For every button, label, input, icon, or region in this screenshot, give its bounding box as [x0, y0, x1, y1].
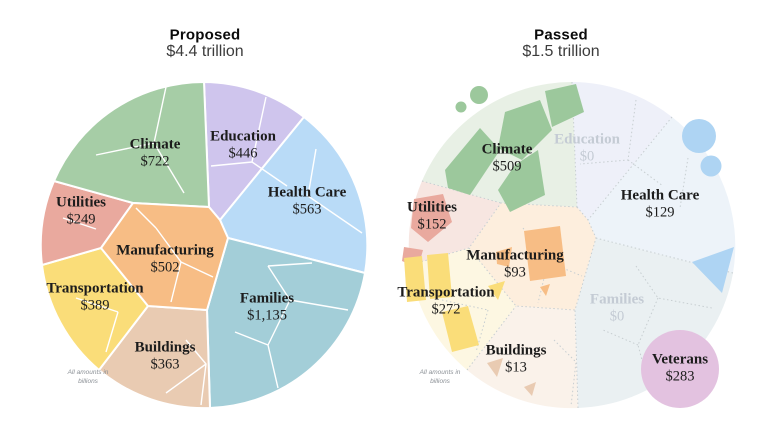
passed-education-label: Education $0 [554, 130, 620, 165]
proposed-manufacturing-label: Manufacturing $502 [116, 241, 214, 276]
proposed-climate-label: Climate $722 [130, 135, 181, 170]
segment-value: $509 [492, 158, 522, 175]
passed-climate-label: Climate $509 [482, 140, 533, 175]
segment-name: Transportation [46, 280, 144, 297]
passed-manufacturing-mark [496, 247, 512, 267]
passed-families-segment[interactable] [575, 238, 733, 408]
segment-name: Education [554, 131, 620, 148]
segment-name: Manufacturing [116, 242, 214, 259]
segment-name: Utilities [407, 199, 457, 216]
passed-utilities-label: Utilities $152 [407, 198, 457, 233]
footnote: All amounts in billions [419, 369, 461, 385]
segment-value: $0 [579, 148, 595, 165]
passed-utilities-mark [411, 194, 452, 242]
passed-buildings-segment[interactable] [467, 306, 578, 409]
segment-value: $272 [431, 301, 461, 318]
passed-families-label: Families $0 [590, 290, 644, 325]
proposed-health-care-label: Health Care $563 [268, 183, 346, 218]
passed-manufacturing-mark [524, 226, 566, 281]
segment-name: Buildings [134, 339, 196, 356]
passed-buildings-mark [524, 382, 536, 396]
passed-manufacturing-label: Manufacturing $93 [466, 246, 564, 281]
footnote: All amounts in billions [67, 369, 109, 385]
proposed-health-care-segment[interactable] [219, 116, 369, 274]
passed-title: Passed [534, 26, 588, 44]
passed-climate-bubble [470, 86, 488, 104]
passed-subtitle: $1.5 trillion [522, 43, 600, 60]
segment-name: Climate [129, 136, 181, 153]
proposed-cell-lines [62, 86, 363, 406]
passed-health-care-mark [692, 247, 734, 293]
proposed-chart [39, 81, 369, 410]
proposed-climate-segment[interactable] [53, 81, 210, 208]
passed-climate-bubble [455, 101, 467, 113]
passed-veterans-segment[interactable] [641, 330, 719, 408]
passed-buildings-mark [487, 358, 503, 377]
passed-buildings-label: Buildings $13 [486, 341, 547, 376]
segment-name: Health Care [620, 187, 700, 204]
segment-name: Transportation [397, 284, 495, 301]
proposed-education-label: Education $446 [210, 127, 276, 162]
passed-climate-mark [545, 84, 584, 127]
passed-education-segment[interactable] [572, 82, 672, 220]
proposed-manufacturing-segment[interactable] [100, 202, 229, 311]
segment-value: $13 [505, 359, 527, 376]
segment-name: Buildings [485, 342, 547, 359]
passed-climate-mark [498, 100, 552, 160]
segment-name: Health Care [267, 184, 347, 201]
segment-value: $502 [150, 259, 180, 276]
passed-manufacturing-mark [540, 284, 550, 296]
passed-transportation-label: Transportation $272 [397, 283, 494, 318]
passed-solid-marks [402, 84, 734, 408]
segment-value: $363 [150, 356, 180, 373]
passed-transportation-mark [404, 256, 426, 302]
segment-value: $129 [645, 204, 675, 221]
passed-health-care-label: Health Care $129 [621, 186, 699, 221]
segment-name: Families [239, 290, 295, 307]
segment-name: Manufacturing [466, 247, 564, 264]
passed-health-care-bubble [700, 155, 722, 177]
proposed-buildings-label: Buildings $363 [135, 338, 196, 373]
passed-veterans-label: Veterans $283 [652, 350, 708, 385]
segment-name: Climate [481, 141, 533, 158]
segment-value: $249 [66, 211, 96, 228]
segment-value: $283 [665, 368, 695, 385]
segment-value: $93 [504, 264, 526, 281]
segment-value: $446 [228, 145, 258, 162]
passed-transportation-mark [442, 306, 479, 352]
segment-name: Education [210, 128, 276, 145]
segment-name: Families [589, 291, 645, 308]
segment-value: $0 [609, 308, 625, 325]
proposed-subtitle: $4.4 trillion [166, 43, 244, 60]
passed-transportation-mark [488, 281, 505, 300]
proposed-title: Proposed [169, 26, 241, 44]
proposed-transportation-label: Transportation $389 [46, 279, 143, 314]
passed-health-care-bubble [682, 119, 716, 153]
segment-value: $563 [292, 201, 322, 218]
proposed-families-segment[interactable] [206, 237, 366, 409]
passed-climate-mark [498, 150, 545, 212]
segment-value: $1,135 [247, 307, 287, 324]
segment-value: $722 [140, 153, 170, 170]
passed-transportation-mark [427, 253, 452, 299]
segment-value: $152 [417, 216, 447, 233]
segment-name: Utilities [56, 194, 106, 211]
segment-name: Veterans [651, 351, 709, 368]
passed-health-care-segment[interactable] [588, 117, 736, 273]
segment-value: $389 [80, 297, 110, 314]
proposed-utilities-label: Utilities $249 [56, 193, 106, 228]
proposed-families-label: Families $1,135 [240, 289, 294, 324]
passed-climate-mark [445, 128, 500, 195]
